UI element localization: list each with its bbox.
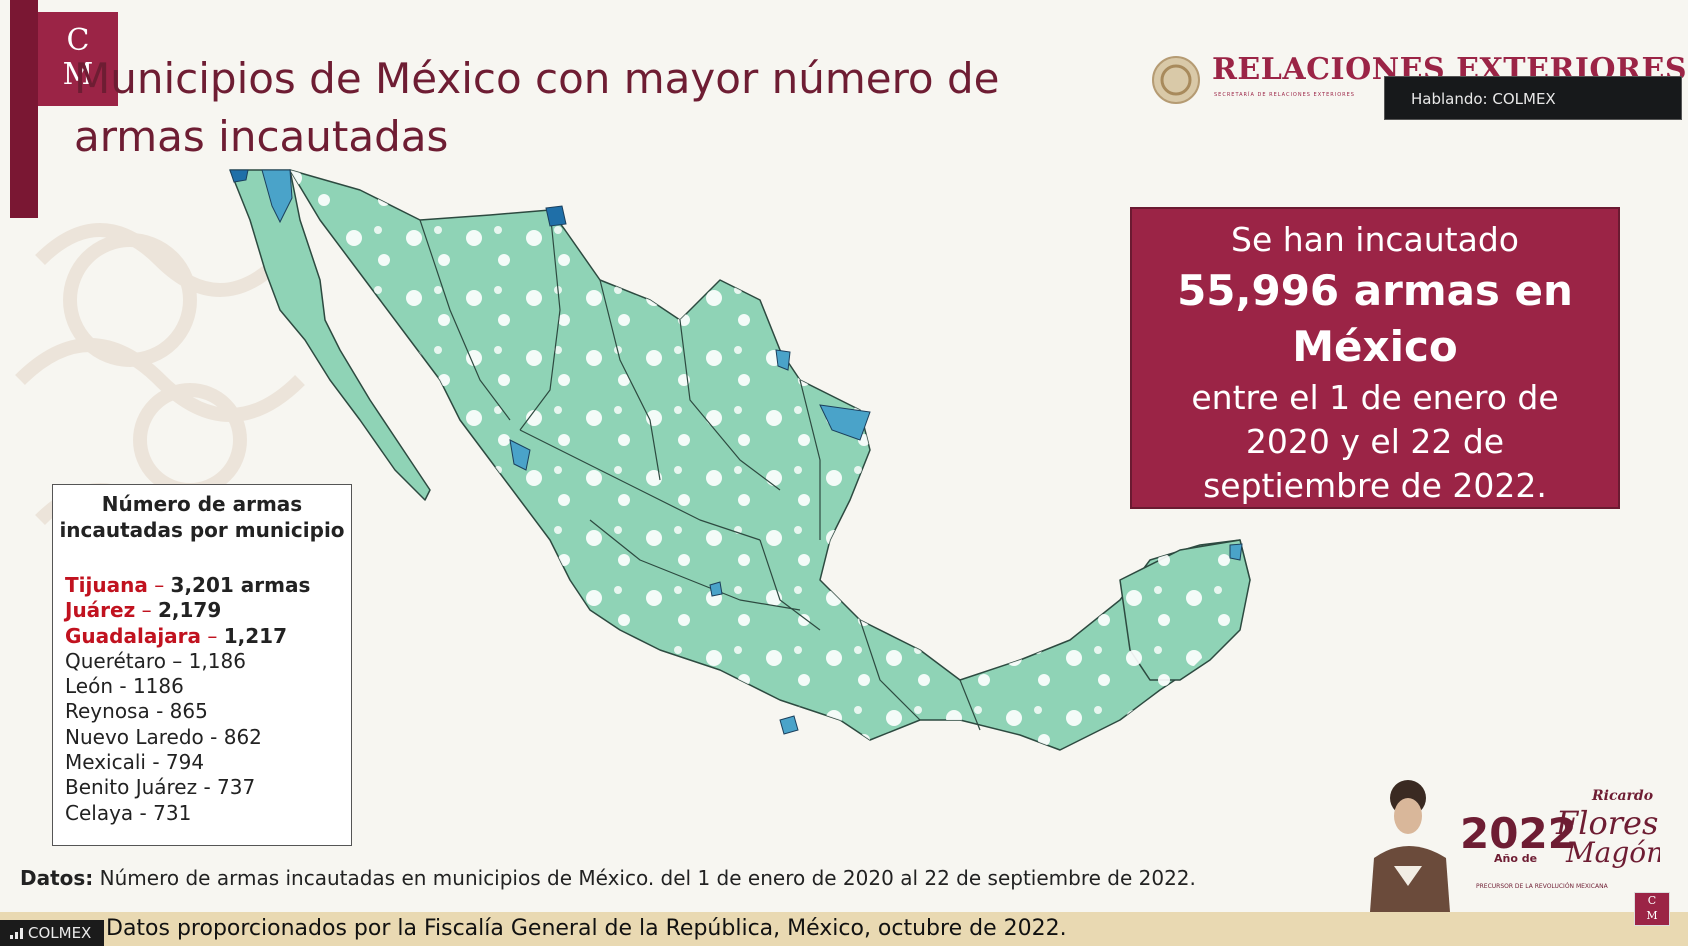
- brand-strip: [10, 0, 38, 218]
- municipality-name: Reynosa: [65, 699, 150, 724]
- banner-year-sub: Año de: [1494, 852, 1537, 865]
- stat-period-3: septiembre de 2022.: [1203, 466, 1547, 505]
- source-text: Número de armas incautadas en municipios…: [99, 866, 1196, 890]
- municipality-name: Nuevo Laredo: [65, 724, 204, 749]
- municipality-value: 2,179: [157, 598, 222, 623]
- mexico-municipality-map: [229, 169, 1251, 751]
- baja-california: [229, 169, 431, 501]
- municipality-name: Benito Juárez: [65, 775, 198, 800]
- benito-juarez-region: [1229, 543, 1243, 561]
- municipality-name: Mexicali: [65, 750, 146, 775]
- logo-letter-c: C: [66, 23, 90, 58]
- colmex-badge: COLMEX: [0, 920, 104, 946]
- guadalajara-region: [779, 715, 799, 735]
- banner-name-3: Magón: [1565, 836, 1660, 869]
- municipality-name: Tijuana: [65, 573, 148, 597]
- stat-callout: Se han incautado 55,996 armas en México …: [1130, 207, 1620, 509]
- municipality-value: 3,201 armas: [170, 573, 311, 597]
- stat-number: 55,996 armas en: [1177, 266, 1573, 315]
- municipality-value: 731: [153, 800, 192, 825]
- list-item: Celaya - 731: [65, 800, 192, 825]
- footer-source: Datos proporcionados por la Fiscalía Gen…: [106, 916, 1067, 941]
- municipality-value: 737: [217, 775, 256, 800]
- list-item: Juárez – 2,179: [65, 598, 222, 623]
- source-label: Datos:: [20, 866, 94, 890]
- signal-bars-icon: [10, 928, 23, 939]
- banner-name-1: Ricardo: [1591, 788, 1653, 804]
- badge-label: COLMEX: [28, 924, 92, 942]
- stat-intro: Se han incautado: [1231, 220, 1519, 259]
- list-item: Mexicali - 794: [65, 750, 205, 775]
- logo-letter-m: M: [62, 57, 94, 92]
- eagle-seal-icon: [1152, 56, 1200, 104]
- list-item: Benito Juárez - 737: [65, 775, 256, 800]
- nuevo-laredo-region: [775, 349, 791, 371]
- list-item: Reynosa - 865: [65, 699, 208, 724]
- list-item: León - 1186: [65, 674, 184, 699]
- legend-list: Tijuana – 3,201 armas Juárez – 2,179 Gua…: [65, 573, 351, 826]
- list-item: Nuevo Laredo - 862: [65, 724, 262, 749]
- municipality-name: Guadalajara: [65, 623, 202, 648]
- portrait-icon: [1370, 780, 1450, 912]
- stat-period-1: entre el 1 de enero de: [1191, 378, 1559, 417]
- guanajuato-region: [709, 581, 723, 597]
- stat-country: México: [1292, 322, 1458, 371]
- mexicali-region: [261, 169, 293, 224]
- municipality-name: Querétaro: [65, 648, 166, 673]
- tijuana-region: [229, 169, 249, 183]
- slide-title: Municipios de México con mayor número de…: [74, 54, 1000, 161]
- culiacan-region: [509, 439, 531, 471]
- ministry-subtitle: SECRETARÍA DE RELACIONES EXTERIORES: [1214, 92, 1355, 98]
- municipality-name: León: [65, 674, 114, 699]
- list-item: Tijuana – 3,201 armas: [65, 573, 311, 597]
- juarez-region: [545, 205, 567, 227]
- municipality-name: Celaya: [65, 800, 134, 825]
- municipality-value: 1,186: [188, 648, 246, 673]
- reynosa-region: [819, 404, 871, 441]
- speaker-indicator: Hablando: COLMEX: [1384, 76, 1682, 120]
- flores-magon-2022-banner: 2022 Año de Ricardo Flores Magón PRECURS…: [1370, 780, 1660, 912]
- data-source-note: Datos: Número de armas incautadas en mun…: [20, 866, 1196, 890]
- municipality-name: Juárez: [65, 598, 136, 623]
- banner-caption: PRECURSOR DE LA REVOLUCIÓN MEXICANA: [1476, 883, 1609, 890]
- municipality-value: 862: [223, 724, 262, 749]
- legend-box: Número de armas incautadas por municipio…: [52, 484, 352, 846]
- municipality-value: 794: [165, 750, 205, 775]
- list-item: Guadalajara – 1,217: [65, 623, 288, 648]
- banner-name-2: Flores: [1555, 804, 1658, 842]
- legend-title: Número de armas incautadas por municipio: [59, 492, 345, 542]
- municipality-value: 1186: [132, 674, 184, 699]
- colmex-logo: C M: [38, 12, 118, 106]
- banner-year: 2022: [1460, 809, 1577, 858]
- stat-period-2: 2020 y el 22 de: [1245, 422, 1505, 461]
- municipality-value: 1,217: [223, 623, 288, 648]
- municipality-value: 865: [169, 699, 208, 724]
- list-item: Querétaro – 1,186: [65, 648, 246, 673]
- footer-band: [0, 912, 1688, 946]
